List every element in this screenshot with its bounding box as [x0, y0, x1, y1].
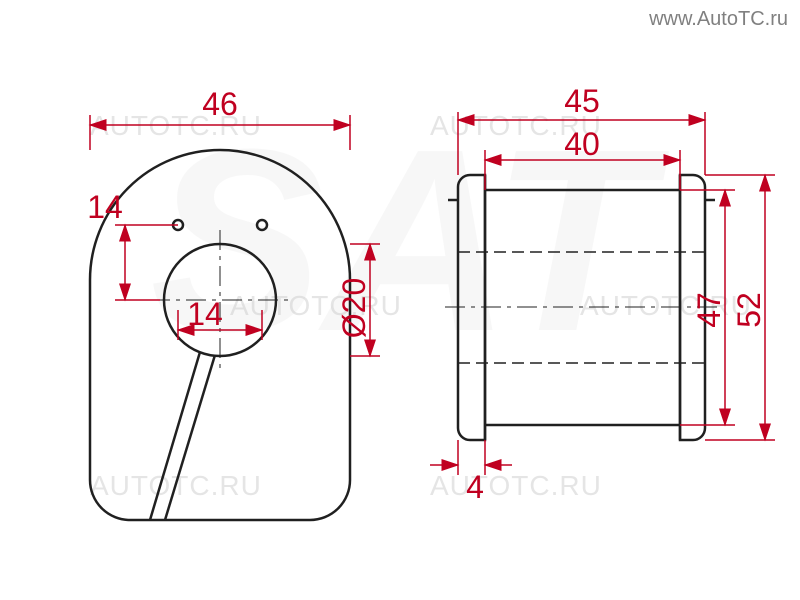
dim-47: 47: [691, 292, 727, 328]
dim-40: 40: [564, 126, 600, 162]
dim-45: 45: [564, 83, 600, 119]
dim-52: 52: [731, 292, 767, 328]
dim-14h: 14: [187, 296, 223, 332]
dim-46: 46: [202, 86, 238, 122]
dim-4: 4: [466, 469, 484, 505]
drawing-canvas: SAT 46 14 14 Ø20: [0, 0, 800, 600]
dim-14v: 14: [87, 189, 123, 225]
dim-diam20: Ø20: [336, 278, 372, 338]
